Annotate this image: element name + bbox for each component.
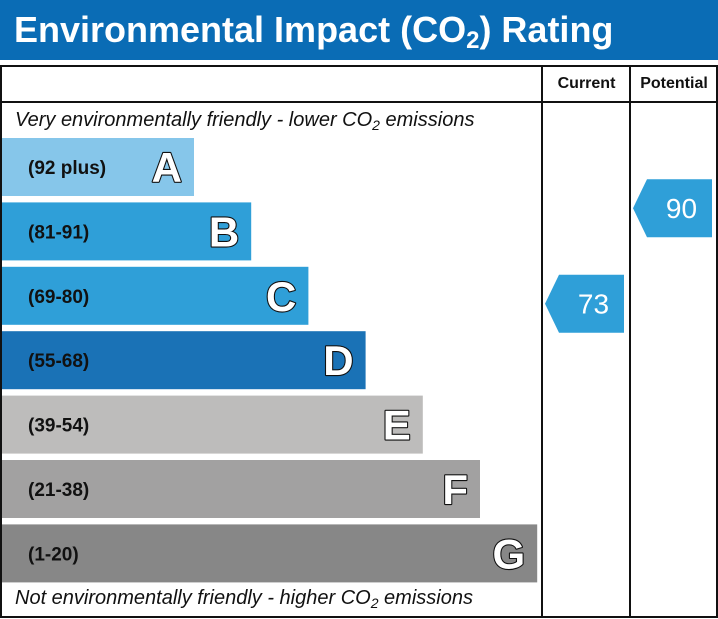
band-e-range: (39-54): [28, 416, 89, 437]
band-f-range: (21-38): [28, 480, 89, 501]
band-g-bar: [2, 524, 538, 583]
bottom-caption: Not environmentally friendly - higher CO…: [15, 587, 473, 611]
potential-column-header: Potential: [640, 75, 708, 92]
chart-frame: [0, 65, 718, 618]
title-bar: Environmental Impact (CO2) Rating: [0, 0, 718, 60]
potential-rating-value: 90: [666, 193, 697, 224]
band-d-letter: D: [323, 337, 353, 384]
chart-title: Environmental Impact (CO2) Rating: [14, 9, 614, 54]
current-column-header: Current: [557, 75, 616, 92]
rating-bands: (92 plus) A (81-91) B (69-80) C (55-68) D (39-54…: [2, 138, 538, 583]
band-b-bar: [2, 202, 252, 261]
band-c-letter: C: [266, 273, 296, 320]
band-a-range: (92 plus): [28, 158, 106, 179]
band-f-bar: [2, 460, 480, 518]
band-g-letter: G: [493, 530, 526, 577]
band-f-letter: F: [442, 466, 468, 513]
band-a-bar: [2, 138, 194, 196]
band-e-letter: E: [383, 402, 411, 449]
top-caption: Very environmentally friendly - lower CO…: [15, 109, 475, 133]
band-b-range: (81-91): [28, 222, 89, 243]
rating-indicators: 73 90: [545, 179, 712, 333]
potential-rating-arrow: [633, 179, 712, 238]
band-d-range: (55-68): [28, 351, 89, 372]
band-c-bar: [2, 266, 309, 325]
band-d-bar: [2, 331, 366, 390]
current-rating-arrow: [545, 274, 624, 333]
band-a-letter: A: [152, 144, 182, 191]
band-e-bar: [2, 395, 423, 454]
band-b-letter: B: [209, 208, 239, 255]
band-g-range: (1-20): [28, 544, 79, 565]
band-c-range: (69-80): [28, 287, 89, 308]
current-rating-value: 73: [578, 289, 609, 320]
